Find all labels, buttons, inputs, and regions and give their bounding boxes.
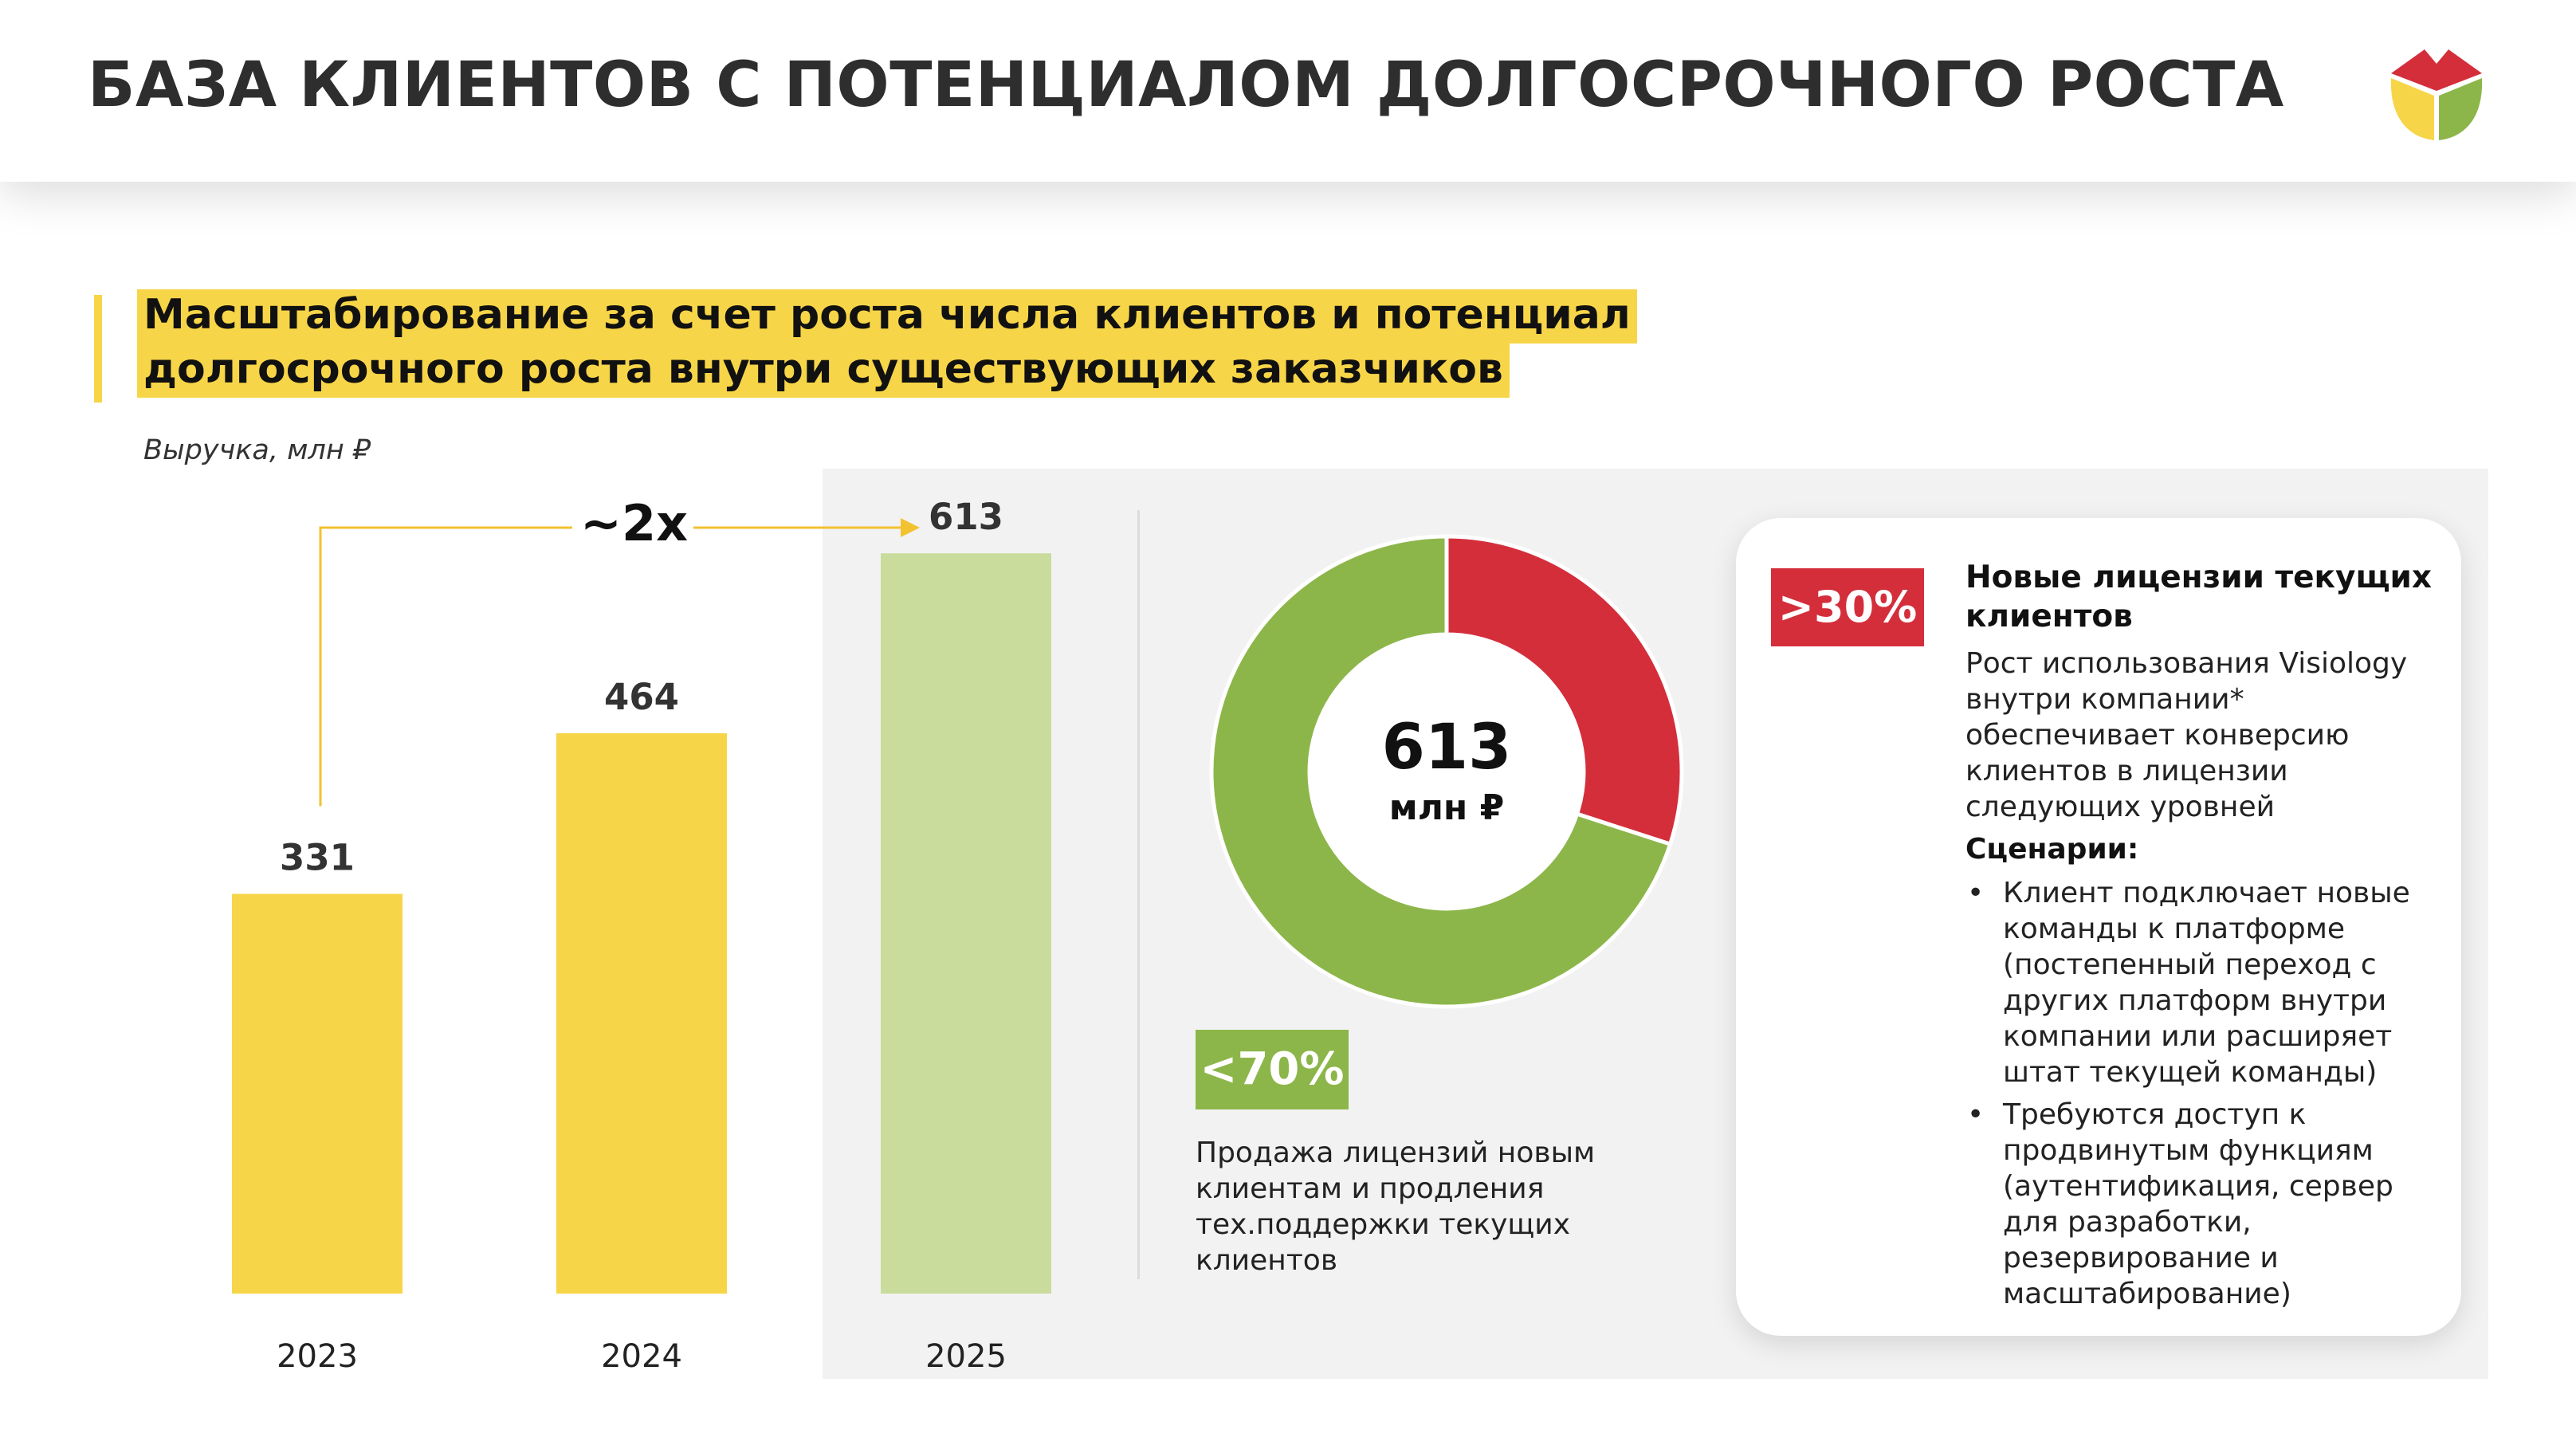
card-heading: Новые лицензии текущих клиентов xyxy=(1965,560,2433,634)
donut-slice xyxy=(1444,534,1684,847)
bar-2025 xyxy=(881,553,1051,1294)
x-tick-label: 2025 xyxy=(925,1338,1007,1375)
page-title: БАЗА КЛИЕНТОВ С ПОТЕНЦИАЛОМ ДОЛГОСРОЧНОГ… xyxy=(88,49,2284,121)
bar-2023 xyxy=(232,893,402,1294)
donut-center-value: 613 xyxy=(1381,712,1512,783)
bar-value-label: 464 xyxy=(604,676,679,718)
donut-center-unit: млн ₽ xyxy=(1388,787,1505,828)
scenario-item: Требуются доступ к продвинутым функциям … xyxy=(1965,1097,2444,1312)
growth-annotation: ~2x xyxy=(580,494,689,552)
new-clients-description: Продажа лицензий новым клиентам и продле… xyxy=(1196,1137,1596,1277)
card-body-text: Рост использования Visiology внутри комп… xyxy=(1965,647,2408,823)
bar-2024 xyxy=(556,732,727,1294)
growth-arrowhead xyxy=(901,518,920,537)
subtitle-line-2: долгосрочного роста внутри существующих … xyxy=(137,344,1510,398)
x-tick-label: 2024 xyxy=(601,1338,682,1375)
logo-mark xyxy=(2390,49,2483,140)
subtitle-line-1: Масштабирование за счет роста числа клие… xyxy=(137,289,1637,344)
scenario-list: Клиент подключает новые команды к платфо… xyxy=(1965,875,2444,1318)
donut-slice xyxy=(1209,534,1673,1009)
panel-divider xyxy=(1137,510,1140,1279)
revenue-donut-chart xyxy=(1209,534,1684,1009)
accent-bar xyxy=(94,295,102,402)
y-axis-label: Выручка, млн ₽ xyxy=(143,434,371,466)
company-logo xyxy=(2390,49,2483,140)
scenarios-label: Сценарии: xyxy=(1965,833,2139,866)
scenario-item: Клиент подключает новые команды к платфо… xyxy=(1965,875,2444,1090)
bar-value-label: 331 xyxy=(280,836,355,878)
new-clients-share-badge: <70% xyxy=(1196,1030,1349,1109)
growth-connector-left xyxy=(319,526,572,807)
header-bar xyxy=(0,0,2576,182)
x-tick-label: 2023 xyxy=(277,1338,358,1375)
bar-value-label: 613 xyxy=(929,496,1003,538)
existing-clients-share-badge: >30% xyxy=(1771,568,1924,646)
donut-hole xyxy=(1311,636,1582,907)
